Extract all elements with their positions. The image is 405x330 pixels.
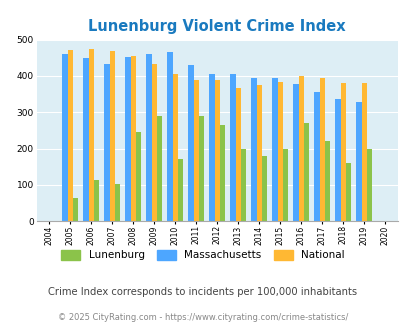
Bar xyxy=(345,163,350,221)
Legend: Lunenburg, Massachusetts, National: Lunenburg, Massachusetts, National xyxy=(61,250,344,260)
Bar xyxy=(188,65,193,221)
Bar xyxy=(88,50,94,221)
Bar xyxy=(177,159,183,221)
Bar xyxy=(303,123,308,221)
Bar xyxy=(366,148,371,221)
Title: Lunenburg Violent Crime Index: Lunenburg Violent Crime Index xyxy=(88,19,345,34)
Bar xyxy=(125,57,130,221)
Bar xyxy=(261,156,266,221)
Bar xyxy=(235,88,240,221)
Bar xyxy=(156,116,162,221)
Bar xyxy=(282,148,288,221)
Bar xyxy=(230,74,235,221)
Bar xyxy=(67,50,72,221)
Bar xyxy=(356,102,361,221)
Bar xyxy=(324,141,329,221)
Bar xyxy=(135,132,141,221)
Bar xyxy=(198,116,204,221)
Bar xyxy=(256,84,261,221)
Text: Crime Index corresponds to incidents per 100,000 inhabitants: Crime Index corresponds to incidents per… xyxy=(48,287,357,297)
Bar xyxy=(361,83,366,221)
Bar xyxy=(209,74,214,221)
Bar xyxy=(115,184,120,221)
Bar xyxy=(104,64,109,221)
Bar xyxy=(146,54,151,221)
Bar xyxy=(172,74,177,221)
Bar xyxy=(130,56,135,221)
Bar xyxy=(109,51,115,221)
Bar xyxy=(83,58,88,221)
Bar xyxy=(193,80,198,221)
Bar xyxy=(277,82,282,221)
Bar xyxy=(293,84,298,221)
Bar xyxy=(251,78,256,221)
Text: © 2025 CityRating.com - https://www.cityrating.com/crime-statistics/: © 2025 CityRating.com - https://www.city… xyxy=(58,313,347,322)
Bar xyxy=(272,78,277,221)
Bar xyxy=(219,125,224,221)
Bar xyxy=(72,197,78,221)
Bar xyxy=(167,51,172,221)
Bar xyxy=(94,180,99,221)
Bar xyxy=(298,76,303,221)
Bar xyxy=(62,54,67,221)
Bar xyxy=(335,99,340,221)
Bar xyxy=(319,78,324,221)
Bar xyxy=(313,91,319,221)
Bar xyxy=(214,80,219,221)
Bar xyxy=(151,64,156,221)
Bar xyxy=(240,148,245,221)
Bar xyxy=(340,83,345,221)
